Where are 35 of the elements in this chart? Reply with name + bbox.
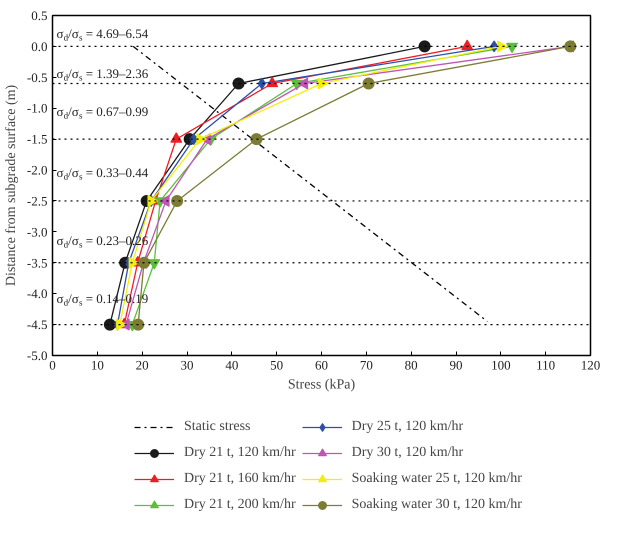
y-tick-label: -4.5: [26, 317, 48, 332]
x-axis-title: Stress (kPa): [288, 378, 356, 392]
y-tick-label: -2.5: [26, 193, 48, 208]
x-tick-label: 50: [270, 358, 284, 372]
y-tick-label: 0.5: [31, 8, 48, 23]
y-tick-label: -0.5: [26, 70, 48, 85]
x-tick-label: 0: [49, 358, 56, 372]
y-tick-label: -4.0: [26, 286, 48, 302]
y-tick-label: -2.0: [26, 162, 48, 178]
y-tick-label: -5.0: [26, 348, 48, 363]
y-tick-label: -1.0: [26, 100, 48, 116]
x-tick-label: 100: [491, 358, 511, 372]
legend-label: Soaking water 25 t, 120 km/hr: [352, 470, 522, 488]
y-tick-label: -3.5: [26, 255, 48, 270]
legend-label: Dry 21 t, 120 km/hr: [184, 444, 296, 462]
legend-label: Static stress: [184, 418, 250, 436]
legend-label: Dry 25 t, 120 km/hr: [352, 418, 464, 436]
x-tick-label: 40: [225, 358, 238, 372]
x-tick-label: 60: [315, 358, 328, 372]
x-tick-label: 10: [90, 358, 104, 372]
x-tick-label: 110: [536, 358, 556, 372]
legend-label: Dry 21 t, 160 km/hr: [184, 470, 296, 488]
x-tick-label: 20: [136, 358, 149, 372]
legend-label: Dry 30 t, 120 km/hr: [352, 444, 464, 462]
y-axis-title: Distance from subgrade surface (m): [4, 84, 19, 286]
y-tick-label: -1.5: [26, 132, 48, 147]
y-tick-label: -3.0: [26, 224, 48, 240]
y-tick-label: 0.0: [31, 38, 48, 54]
legend-label: Dry 21 t, 200 km/hr: [184, 496, 296, 514]
x-tick-label: 90: [450, 358, 462, 372]
x-tick-label: 30: [180, 358, 194, 372]
x-tick-label: 120: [580, 358, 600, 372]
x-tick-label: 80: [404, 358, 418, 372]
legend-label: Soaking water 30 t, 120 km/hr: [352, 496, 522, 514]
x-tick-label: 70: [360, 358, 373, 372]
